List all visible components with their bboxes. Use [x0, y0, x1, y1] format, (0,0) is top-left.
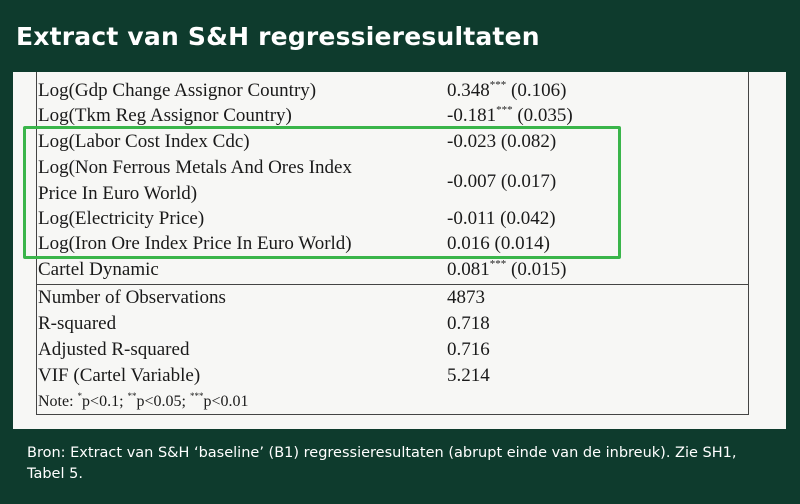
stat-label: Adjusted R-squared	[38, 339, 190, 360]
row-value: 0.081*** (0.015)	[447, 258, 567, 281]
row-value: -0.181*** (0.035)	[447, 104, 573, 127]
row-value: -0.011 (0.042)	[447, 208, 556, 229]
stat-label: R-squared	[38, 313, 117, 334]
regression-table-frame	[36, 72, 749, 415]
row-value: 0.348*** (0.106)	[447, 79, 567, 102]
row-label: Log(Iron Ore Index Price In Euro World)	[38, 233, 352, 254]
regression-table-panel	[13, 72, 786, 429]
row-value: 0.016 (0.014)	[447, 233, 550, 254]
source-caption: Bron: Extract van S&H ‘baseline’ (B1) re…	[27, 445, 737, 482]
row-value: -0.007 (0.017)	[447, 171, 557, 192]
row-label-line2: Price In Euro World)	[38, 183, 198, 204]
stat-value: 4873	[447, 287, 485, 308]
stat-value: 5.214	[447, 365, 490, 386]
row-label-line1: Log(Non Ferrous Metals And Ores Index	[38, 157, 352, 178]
stat-value: 0.718	[447, 313, 490, 334]
stats-section-divider	[36, 284, 749, 285]
row-label: Log(Labor Cost Index Cdc)	[38, 131, 250, 152]
stat-label: Number of Observations	[38, 287, 226, 308]
row-value: -0.023 (0.082)	[447, 131, 557, 152]
row-label: Log(Gdp Change Assignor Country)	[38, 80, 317, 101]
row-label: Log(Electricity Price)	[38, 208, 205, 229]
stat-label: VIF (Cartel Variable)	[38, 365, 201, 386]
highlight-box	[23, 126, 621, 259]
row-label: Log(Tkm Reg Assignor Country)	[38, 105, 292, 126]
row-label: Cartel Dynamic	[38, 259, 159, 280]
slide-title: Extract van S&H regressieresultaten	[16, 22, 540, 51]
stat-value: 0.716	[447, 339, 490, 360]
